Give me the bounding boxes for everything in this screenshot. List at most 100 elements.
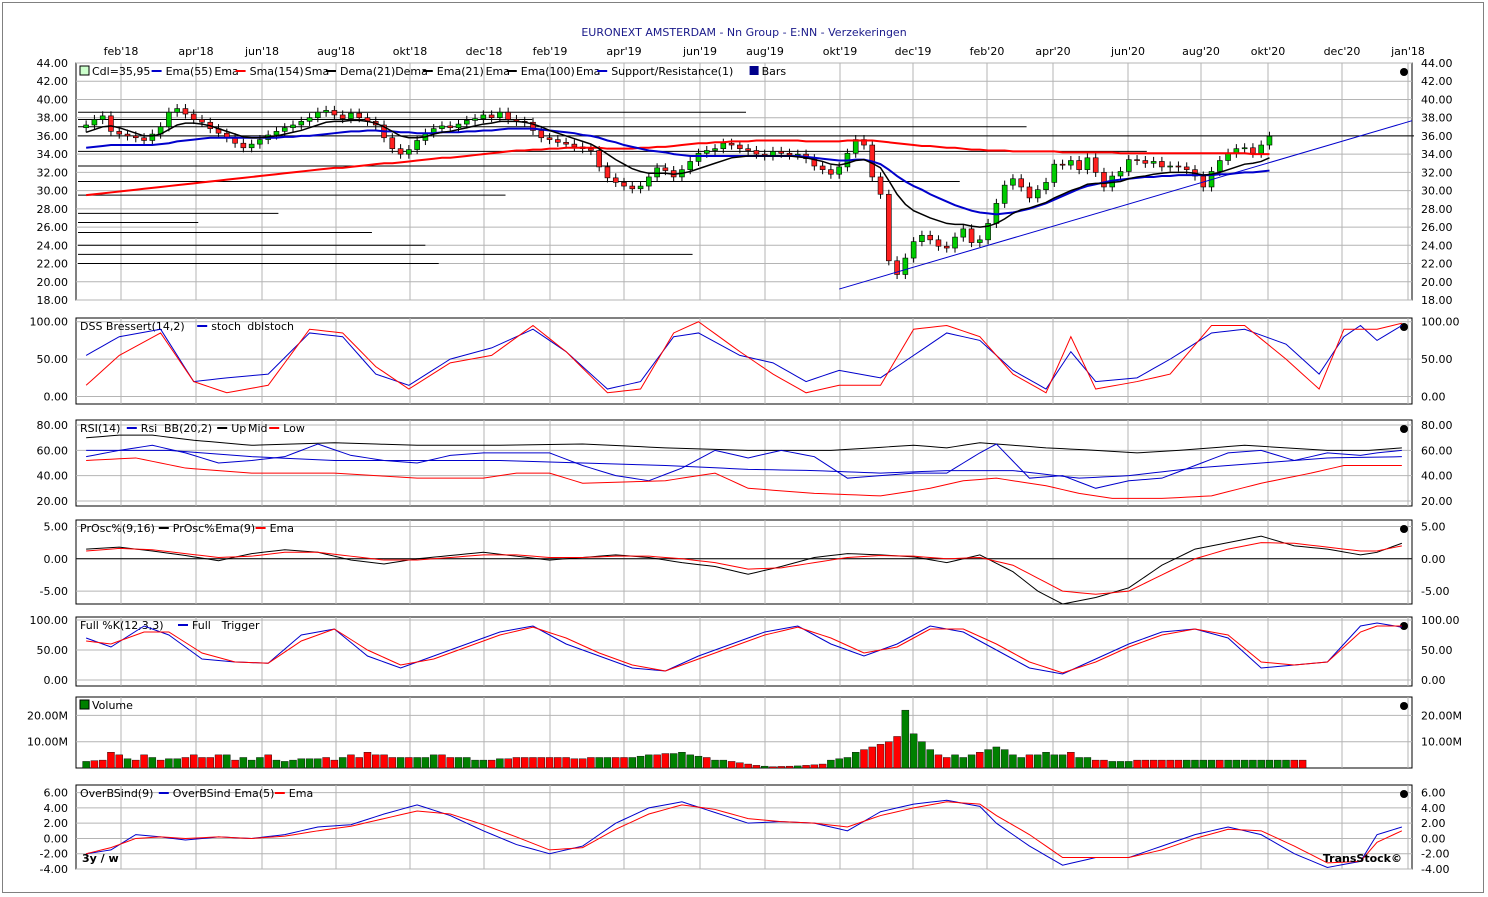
panel-volume bbox=[75, 696, 1413, 769]
volume-bar bbox=[909, 733, 918, 769]
legend-item: Ema bbox=[214, 65, 238, 78]
volume-bar bbox=[1199, 759, 1207, 769]
panel-close-icon bbox=[1400, 425, 1408, 433]
volume-bar bbox=[289, 759, 297, 769]
volume-bar bbox=[1232, 759, 1241, 769]
legend-item: Ema bbox=[486, 65, 510, 78]
volume-bar bbox=[661, 753, 670, 769]
candle bbox=[687, 161, 693, 170]
candle bbox=[464, 120, 470, 125]
volume-bar bbox=[247, 759, 256, 769]
volume-bar bbox=[1249, 759, 1257, 769]
candle bbox=[935, 239, 942, 247]
volume-bar bbox=[727, 761, 736, 769]
volume-bar bbox=[1000, 749, 1009, 769]
trendline bbox=[839, 120, 1413, 290]
volume-bar bbox=[529, 757, 537, 769]
y-tick-left: -5.00 bbox=[40, 585, 68, 598]
volume-bar bbox=[794, 765, 802, 769]
time-axis-label: okt'18 bbox=[393, 45, 427, 58]
volume-bar bbox=[860, 749, 868, 769]
series-line-full bbox=[85, 622, 1402, 675]
y-tick-right: 28.00 bbox=[1421, 203, 1453, 216]
candle bbox=[612, 177, 619, 183]
volume-bar bbox=[636, 755, 645, 769]
volume-bar bbox=[355, 757, 363, 769]
volume-bar bbox=[545, 757, 554, 769]
y-tick-right: 80.00 bbox=[1421, 419, 1453, 432]
candle bbox=[1026, 186, 1033, 199]
y-tick-right: 32.00 bbox=[1421, 166, 1453, 179]
y-tick-right: 0.00 bbox=[1421, 674, 1446, 687]
candle bbox=[414, 140, 420, 150]
legend-item: Full %K(12,3,3) bbox=[80, 619, 164, 632]
candle bbox=[737, 144, 743, 149]
volume-bar bbox=[893, 736, 901, 769]
volume-bar bbox=[1282, 759, 1290, 769]
time-axis-label: okt'19 bbox=[823, 45, 857, 58]
volume-bar bbox=[554, 757, 562, 769]
volume-bar bbox=[628, 757, 637, 769]
candle bbox=[952, 236, 958, 249]
series-line-up bbox=[86, 434, 1402, 454]
legend-item: Mid bbox=[248, 422, 268, 435]
panel-dss bbox=[75, 317, 1413, 405]
volume-bar bbox=[156, 759, 165, 769]
candle bbox=[538, 130, 545, 139]
legend-item: Full bbox=[192, 619, 211, 632]
volume-bar bbox=[669, 753, 678, 769]
candle bbox=[886, 193, 892, 262]
candle bbox=[166, 111, 172, 128]
y-tick-left: 38.00 bbox=[37, 112, 69, 125]
candle bbox=[1134, 159, 1140, 161]
candle bbox=[654, 167, 660, 178]
candle bbox=[695, 152, 702, 162]
volume-bar bbox=[943, 757, 951, 769]
legend-item: Trigger bbox=[221, 619, 260, 632]
time-axis-label: aug'20 bbox=[1182, 45, 1220, 58]
y-tick-right: 22.00 bbox=[1421, 258, 1453, 271]
volume-bar bbox=[918, 741, 926, 769]
volume-bar bbox=[1083, 757, 1092, 769]
y-tick-right: 6.00 bbox=[1421, 787, 1446, 800]
y-tick-left: 20.00M bbox=[27, 709, 68, 722]
candle bbox=[315, 111, 321, 118]
volume-bar bbox=[487, 759, 496, 769]
volume-bar bbox=[843, 757, 852, 769]
y-tick-left: 18.00 bbox=[37, 294, 69, 307]
ema-55-line bbox=[86, 127, 1270, 216]
series-line-ema bbox=[86, 542, 1402, 595]
volume-bar bbox=[1174, 759, 1183, 769]
candle bbox=[712, 148, 718, 151]
panel-close-icon bbox=[1400, 702, 1408, 710]
volume-bar bbox=[239, 757, 248, 769]
legend-item: Ema(5) bbox=[234, 787, 274, 800]
ema-21-line bbox=[85, 119, 1270, 228]
volume-bar bbox=[322, 757, 330, 769]
volume-bar bbox=[992, 746, 1001, 769]
volume-bar bbox=[1166, 759, 1174, 769]
y-tick-right: 20.00M bbox=[1421, 709, 1462, 722]
candle bbox=[1117, 171, 1124, 177]
volume-bar bbox=[512, 757, 521, 769]
y-tick-right: 40.00 bbox=[1421, 470, 1453, 483]
y-tick-right: 26.00 bbox=[1421, 221, 1453, 234]
volume-bar bbox=[405, 757, 413, 769]
volume-bar bbox=[620, 757, 628, 769]
time-axis-label: jun'19 bbox=[682, 45, 717, 58]
volume-bar bbox=[305, 758, 314, 769]
candle bbox=[91, 119, 98, 126]
candle bbox=[281, 127, 288, 132]
legend-item: PrOsc%(9,16) bbox=[80, 522, 155, 535]
volume-bar bbox=[148, 757, 157, 769]
volume-bar bbox=[421, 757, 430, 769]
volume-bar bbox=[471, 759, 479, 769]
volume-bar bbox=[959, 757, 968, 769]
candle bbox=[1101, 172, 1107, 188]
candle bbox=[836, 166, 842, 175]
volume-bar bbox=[372, 754, 380, 769]
legend-item: Ema bbox=[270, 522, 294, 535]
volume-bar bbox=[711, 759, 719, 769]
candle bbox=[563, 142, 569, 145]
volume-bar bbox=[115, 754, 123, 769]
